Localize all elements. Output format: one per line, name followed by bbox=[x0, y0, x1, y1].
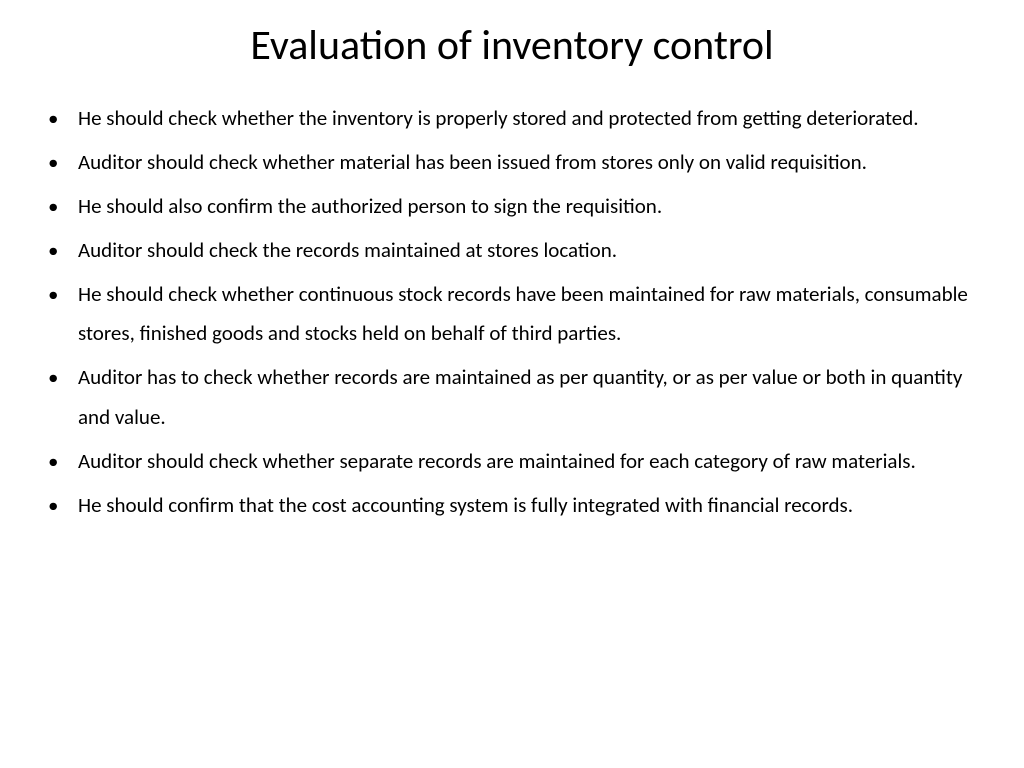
list-item: Auditor has to check whether records are… bbox=[48, 358, 994, 438]
list-item: Auditor should check the records maintai… bbox=[48, 231, 994, 271]
slide-container: Evaluation of inventory control He shoul… bbox=[0, 0, 1024, 768]
bullet-list: He should check whether the inventory is… bbox=[30, 99, 994, 526]
list-item: Auditor should check whether material ha… bbox=[48, 143, 994, 183]
slide-title: Evaluation of inventory control bbox=[30, 20, 994, 71]
list-item: Auditor should check whether separate re… bbox=[48, 442, 994, 482]
list-item: He should confirm that the cost accounti… bbox=[48, 486, 994, 526]
list-item: He should check whether continuous stock… bbox=[48, 275, 994, 355]
list-item: He should check whether the inventory is… bbox=[48, 99, 994, 139]
list-item: He should also confirm the authorized pe… bbox=[48, 187, 994, 227]
